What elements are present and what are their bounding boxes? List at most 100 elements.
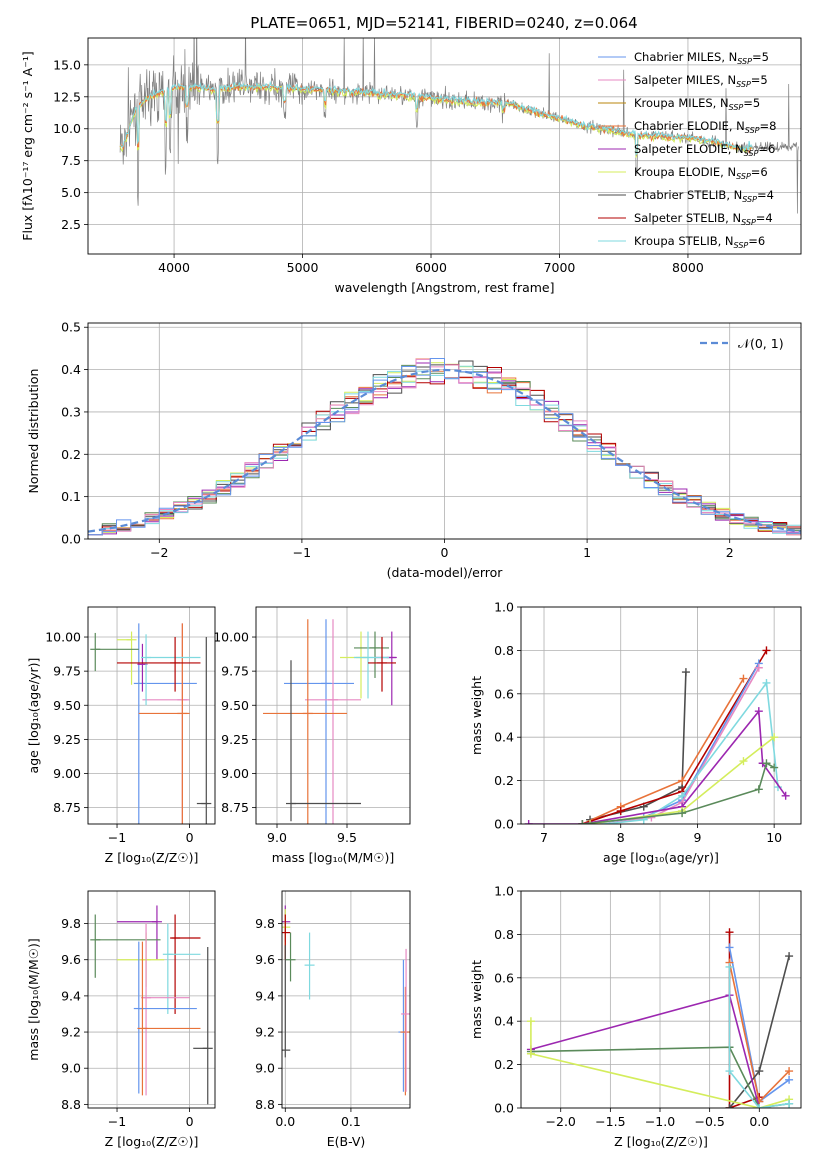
y-axis-label: mass [log₁₀(M/M☉)] xyxy=(26,938,41,1060)
error-bar-point xyxy=(193,947,213,1105)
y-tick-label: 9.4 xyxy=(61,988,81,1003)
legend-label: Salpeter STELIB, NSSP=4 xyxy=(634,211,773,227)
plot-area xyxy=(524,646,790,824)
plot-area xyxy=(263,619,397,824)
x-axis-label: Z [log₁₀(Z/Z☉)] xyxy=(105,1134,199,1149)
x-tick-label: 7000 xyxy=(544,260,576,275)
series-marker xyxy=(785,1067,794,1076)
series xyxy=(725,952,794,1108)
legend-label: 𝒩(0, 1) xyxy=(738,336,784,351)
x-tick-label: 5000 xyxy=(287,260,319,275)
error-bar-point xyxy=(354,631,389,699)
legend-label: Salpeter MILES, NSSP=5 xyxy=(634,73,768,89)
error-bar-point xyxy=(368,637,396,692)
error-bar-point xyxy=(354,631,389,678)
y-tick-label: 0.1 xyxy=(61,489,81,504)
grid xyxy=(88,607,215,824)
plot-frame xyxy=(281,890,411,1109)
y-tick-label: 8.75 xyxy=(53,800,81,815)
y-tick-label: 0.6 xyxy=(494,970,514,985)
series-marker xyxy=(725,1104,734,1108)
y-axis-label: Normed distribution xyxy=(26,369,41,494)
y-tick-label: 10.00 xyxy=(213,630,249,645)
y-axis-label: mass weight xyxy=(469,676,484,755)
residual-histogram-line xyxy=(88,358,801,536)
y-tick-label: 9.0 xyxy=(255,1061,275,1076)
y-tick-label: 2.5 xyxy=(61,217,81,232)
error-bar-point xyxy=(282,945,291,1058)
plot-area xyxy=(90,623,212,824)
y-tick-label: 15.0 xyxy=(53,57,81,72)
y-tick-label: 0.0 xyxy=(494,1101,514,1116)
series-marker xyxy=(725,943,734,952)
error-bar-point xyxy=(400,986,410,1096)
y-tick-label: 0.8 xyxy=(494,927,514,942)
series-marker xyxy=(616,806,625,815)
y-tick-label: 9.75 xyxy=(221,664,249,679)
legend-label: Chabrier MILES, NSSP=5 xyxy=(634,50,769,66)
series-line xyxy=(528,709,787,824)
plot-area xyxy=(88,358,801,536)
plot-frame xyxy=(87,322,802,540)
series-marker xyxy=(785,1075,794,1084)
y-tick-label: 10.0 xyxy=(53,121,81,136)
series-marker xyxy=(762,678,771,687)
series-line xyxy=(728,967,790,1108)
y-tick-label: 9.75 xyxy=(53,664,81,679)
y-tick-label: 9.00 xyxy=(53,766,81,781)
y-tick-label: 8.75 xyxy=(221,800,249,815)
mass-vs-metallicity-panel: −1 0 8.8 9.0 9.2 9.4 9.6 9.8 Z [log₁₀(Z/Z☉)] mass… xyxy=(26,890,216,1149)
plot-background xyxy=(282,891,410,1108)
series-marker xyxy=(678,791,687,800)
series-marker xyxy=(754,707,763,716)
y-tick-label: 0.3 xyxy=(61,404,81,419)
y-tick-label: 0.2 xyxy=(61,447,81,462)
error-bar-point xyxy=(117,905,162,960)
series-marker xyxy=(739,674,748,683)
plot-area xyxy=(90,905,213,1105)
y-tick-label: 9.8 xyxy=(255,916,275,931)
error-bar-point xyxy=(263,619,347,824)
error-bar-point xyxy=(141,634,201,706)
x-tick-label: −0.5 xyxy=(694,1114,724,1129)
y-tick-label: 10.00 xyxy=(45,630,81,645)
y-tick-label: 9.50 xyxy=(53,698,81,713)
series-marker xyxy=(754,663,763,672)
y-tick-label: 9.2 xyxy=(255,1025,275,1040)
x-axis-label: Z [log₁₀(Z/Z☉)] xyxy=(614,1134,708,1149)
series-marker xyxy=(762,759,771,768)
observed-spectrum-line xyxy=(119,38,799,214)
error-bar-point xyxy=(90,632,139,672)
plot-frame xyxy=(87,37,802,255)
error-bar-point xyxy=(90,914,161,978)
y-tick-label: 8.8 xyxy=(61,1097,81,1112)
x-tick-label: −2.0 xyxy=(546,1114,576,1129)
age-vs-metallicity-panel: −1 0 8.75 9.00 9.25 9.50 9.75 10.00 Z [log₁₀(Z/Z… xyxy=(26,606,216,865)
model-spectrum-line xyxy=(119,83,753,158)
error-bar-point xyxy=(196,637,212,824)
y-tick-label: 9.2 xyxy=(61,1025,81,1040)
plot-area xyxy=(526,928,794,1108)
x-tick-label: 0 xyxy=(186,1114,194,1129)
x-axis-label: age [log₁₀(age/yr)] xyxy=(603,850,719,865)
legend-label: Kroupa STELIB, NSSP=6 xyxy=(634,234,765,250)
series xyxy=(725,962,794,1108)
y-tick-label: 12.5 xyxy=(53,89,81,104)
y-tick-label: 0.2 xyxy=(494,1057,514,1072)
series-marker xyxy=(755,1067,764,1076)
x-tick-label: −1.5 xyxy=(595,1114,625,1129)
plot-background xyxy=(88,891,215,1108)
legend: Chabrier MILES, NSSP=5 Salpeter MILES, NS… xyxy=(598,50,776,250)
x-tick-label: 8000 xyxy=(672,260,704,275)
y-tick-label: 0.8 xyxy=(494,643,514,658)
error-bar-point xyxy=(117,631,137,685)
error-bar-point xyxy=(304,932,315,1000)
legend-label: Chabrier STELIB, NSSP=4 xyxy=(634,188,774,204)
series-marker xyxy=(526,1017,535,1026)
plot-frame xyxy=(255,606,411,825)
error-bar-point xyxy=(117,637,201,692)
legend-label: Kroupa ELODIE, NSSP=6 xyxy=(634,165,768,181)
series-marker xyxy=(524,820,533,824)
x-tick-label: 1 xyxy=(583,545,591,560)
series-marker xyxy=(578,820,587,824)
